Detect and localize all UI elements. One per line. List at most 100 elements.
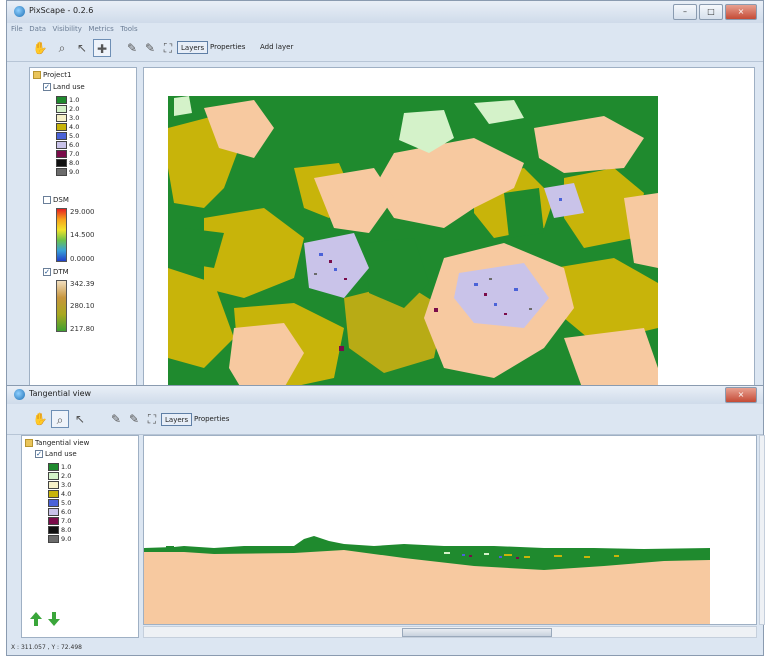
dsm-color-ramp bbox=[56, 208, 67, 262]
tan-legend-item: 7.0 bbox=[48, 516, 71, 525]
menu-file[interactable]: File bbox=[11, 25, 23, 33]
project-label: Project1 bbox=[43, 71, 72, 79]
remove-point-icon[interactable]: ✎ bbox=[144, 41, 156, 55]
dtm-label: DTM bbox=[53, 268, 69, 276]
main-legend-item: 7.0 bbox=[56, 149, 79, 158]
dsm-label: DSM bbox=[53, 196, 69, 204]
tan-select-arrow-icon[interactable]: ↖ bbox=[74, 412, 86, 426]
tree-dtm[interactable]: DTM bbox=[43, 268, 69, 276]
tan-legend-item: 1.0 bbox=[48, 462, 71, 471]
tan-tree-root[interactable]: Tangential view bbox=[25, 439, 89, 447]
main-legend-swatch bbox=[56, 158, 67, 167]
main-legend-label: 2.0 bbox=[69, 104, 80, 113]
landuse-label: Land use bbox=[53, 83, 85, 91]
tan-remove-point-icon[interactable]: ✎ bbox=[128, 412, 140, 426]
menu-visibility[interactable]: Visibility bbox=[52, 25, 82, 33]
tan-legend-item: 5.0 bbox=[48, 498, 71, 507]
menu-data[interactable]: Data bbox=[29, 25, 46, 33]
tan-properties-button[interactable]: Properties bbox=[194, 415, 230, 423]
layers-button[interactable]: Layers bbox=[177, 41, 209, 54]
select-arrow-icon[interactable]: ↖ bbox=[76, 41, 88, 55]
scrollbar-thumb[interactable] bbox=[402, 628, 552, 637]
tangential-profile[interactable] bbox=[144, 436, 757, 625]
tan-landuse-label: Land use bbox=[45, 450, 77, 458]
main-window-title: PixScape - 0.2.6 bbox=[29, 6, 94, 15]
horizontal-scrollbar[interactable] bbox=[143, 626, 757, 638]
main-legend-item: 6.0 bbox=[56, 140, 79, 149]
dsm-mid-label: 14.500 bbox=[70, 231, 95, 239]
dsm-max-label: 29.000 bbox=[70, 208, 95, 216]
main-legend-label: 5.0 bbox=[69, 131, 80, 140]
main-legend-label: 1.0 bbox=[69, 95, 80, 104]
vertical-scrollbar[interactable] bbox=[759, 435, 765, 625]
crosshair-icon[interactable]: ✚ bbox=[93, 39, 111, 57]
tan-legend-item: 8.0 bbox=[48, 525, 71, 534]
tan-zoom-icon[interactable]: ⌕ bbox=[51, 410, 69, 428]
tan-pan-hand-icon[interactable]: ✋ bbox=[32, 412, 48, 426]
zoom-extent-icon[interactable]: ⛶ bbox=[163, 41, 173, 55]
tan-layers-button[interactable]: Layers bbox=[161, 413, 193, 426]
tan-legend-item: 2.0 bbox=[48, 471, 71, 480]
tree-project[interactable]: Project1 bbox=[33, 71, 71, 79]
tan-legend-swatch bbox=[48, 471, 59, 480]
close-button[interactable]: × bbox=[725, 4, 757, 20]
menu-tools[interactable]: Tools bbox=[120, 25, 138, 33]
dtm-checkbox[interactable] bbox=[43, 268, 51, 276]
main-legend-swatch bbox=[56, 149, 67, 158]
app-icon bbox=[14, 6, 25, 17]
zoom-icon[interactable]: ⌕ bbox=[58, 41, 66, 55]
dsm-checkbox[interactable] bbox=[43, 196, 51, 204]
tan-legend-swatch bbox=[48, 507, 59, 516]
dtm-mid-label: 280.10 bbox=[70, 302, 95, 310]
tangential-close-button[interactable]: × bbox=[725, 387, 757, 403]
landuse-checkbox[interactable] bbox=[43, 83, 51, 91]
tangential-window: Tangential view × ✋ ⌕ ↖ ✎ ✎ ⛶ Layers Pro… bbox=[6, 385, 765, 656]
tan-legend-label: 3.0 bbox=[61, 480, 72, 489]
menu-metrics[interactable]: Metrics bbox=[88, 25, 114, 33]
coordinate-readout: X : 311.057 , Y : 72.498 bbox=[11, 644, 82, 651]
tan-legend-item: 3.0 bbox=[48, 480, 71, 489]
dtm-max-label: 342.39 bbox=[70, 280, 95, 288]
tan-tree-landuse[interactable]: Land use bbox=[35, 450, 77, 458]
main-toolbar: ✋ ⌕ ↖ ✚ ✎ ✎ ⛶ Layers Properties Add laye… bbox=[7, 35, 763, 62]
maximize-button[interactable]: □ bbox=[699, 4, 723, 20]
main-legend-item: 2.0 bbox=[56, 104, 79, 113]
main-legend-item: 1.0 bbox=[56, 95, 79, 104]
tan-legend-swatch bbox=[48, 489, 59, 498]
tangential-layer-tree: Tangential view Land use 1.02.03.04.05.0… bbox=[21, 435, 139, 638]
map-view[interactable] bbox=[143, 67, 755, 392]
pan-hand-icon[interactable]: ✋ bbox=[32, 41, 48, 55]
tan-legend-item: 6.0 bbox=[48, 507, 71, 516]
land-use-map[interactable] bbox=[144, 68, 755, 392]
tree-dsm[interactable]: DSM bbox=[43, 196, 69, 204]
tan-legend-label: 2.0 bbox=[61, 471, 72, 480]
add-layer-button[interactable]: Add layer bbox=[260, 43, 294, 51]
add-point-icon[interactable]: ✎ bbox=[126, 41, 138, 55]
tan-legend-swatch bbox=[48, 534, 59, 543]
dtm-color-ramp bbox=[56, 280, 67, 332]
properties-button[interactable]: Properties bbox=[210, 43, 246, 51]
minimize-button[interactable]: – bbox=[673, 4, 697, 20]
main-legend-swatch bbox=[56, 140, 67, 149]
main-legend-item: 5.0 bbox=[56, 131, 79, 140]
tan-legend-swatch bbox=[48, 516, 59, 525]
tan-legend-label: 6.0 bbox=[61, 507, 72, 516]
main-legend-label: 7.0 bbox=[69, 149, 80, 158]
arrow-up-icon[interactable] bbox=[30, 612, 42, 626]
main-legend-swatch bbox=[56, 122, 67, 131]
tan-legend-label: 4.0 bbox=[61, 489, 72, 498]
main-legend-label: 4.0 bbox=[69, 122, 80, 131]
tan-legend-label: 7.0 bbox=[61, 516, 72, 525]
arrow-down-icon[interactable] bbox=[48, 612, 60, 626]
tan-legend-item: 4.0 bbox=[48, 489, 71, 498]
tan-landuse-checkbox[interactable] bbox=[35, 450, 43, 458]
tan-legend-swatch bbox=[48, 462, 59, 471]
tangential-view[interactable] bbox=[143, 435, 757, 625]
tree-landuse[interactable]: Land use bbox=[43, 83, 85, 91]
tan-add-point-icon[interactable]: ✎ bbox=[110, 412, 122, 426]
main-titlebar[interactable]: PixScape - 0.2.6 – □ × bbox=[7, 1, 763, 23]
tan-zoom-extent-icon[interactable]: ⛶ bbox=[147, 412, 157, 426]
main-legend-label: 6.0 bbox=[69, 140, 80, 149]
tangential-titlebar[interactable]: Tangential view × bbox=[7, 386, 763, 404]
dtm-min-label: 217.80 bbox=[70, 325, 95, 333]
